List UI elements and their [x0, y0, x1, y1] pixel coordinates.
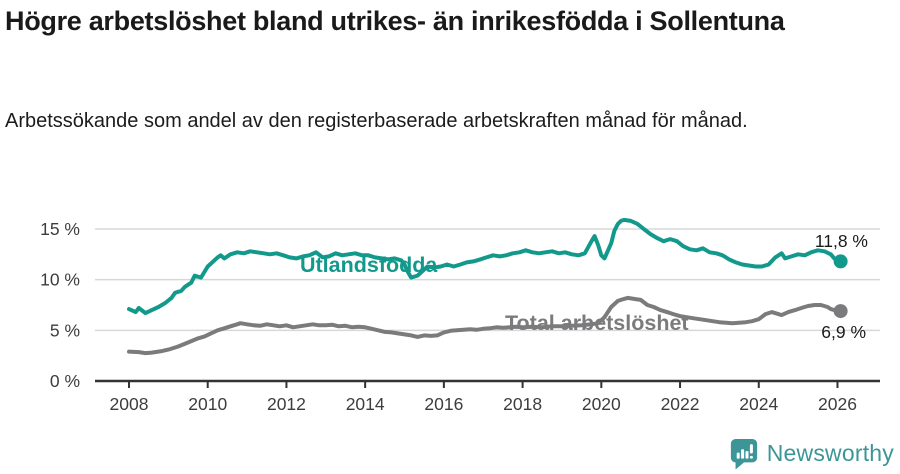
newsworthy-logo-text: Newsworthy [766, 440, 894, 466]
x-tick-label: 2016 [424, 394, 463, 414]
series-end-value-utlandsf-dda: 11,8 % [815, 231, 868, 251]
series-end-value-total-arbetsl-shet: 6,9 % [821, 322, 866, 342]
chart-svg: 0 % 5 % 10 % 15 % 2008 2010 2012 2014 2016 2018 20… [40, 217, 880, 414]
x-tick-label: 2012 [267, 394, 306, 414]
y-tick-label: 5 % [50, 320, 80, 340]
series-line-utlandsf-dda [127, 217, 843, 316]
x-tick-label: 2020 [582, 394, 621, 414]
series-label-utlandsf-dda: Utlandsfödda [300, 253, 438, 277]
chart-region: 0 % 5 % 10 % 15 % 2008 2010 2012 2014 2016 2018 20… [0, 195, 900, 435]
x-tick-label: 2014 [346, 394, 385, 414]
y-tick-label: 10 % [40, 270, 80, 290]
y-tick-label: 0 % [50, 371, 80, 391]
chart-subtitle: Arbetssökande som andel av den registerb… [5, 110, 748, 132]
series-end-dot-total-arbetsl-shet [833, 304, 848, 319]
x-tick-label: 2010 [188, 394, 227, 414]
x-tick-label: 2008 [110, 394, 149, 414]
x-tick-label: 2026 [818, 394, 857, 414]
series-end-dot-utlandsf-dda [833, 254, 848, 269]
x-tick-label: 2022 [661, 394, 700, 414]
chart-title: Högre arbetslöshet bland utrikes- än inr… [5, 6, 785, 36]
x-tick-label: 2018 [503, 394, 542, 414]
y-tick-label: 15 % [40, 219, 80, 239]
series-label-total-arbetsl-shet: Total arbetslöshet [505, 311, 689, 335]
series-line-total-arbetsl-shet [127, 295, 843, 356]
x-tick-label: 2024 [739, 394, 778, 414]
newsworthy-logo[interactable]: Newsworthy [729, 437, 894, 470]
newsworthy-logo-icon [730, 438, 757, 470]
